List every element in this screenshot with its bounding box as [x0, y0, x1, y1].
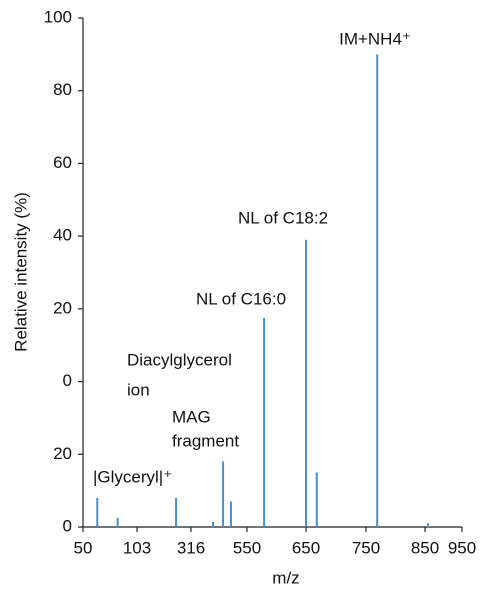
x-tick-label: 750: [352, 538, 380, 557]
x-tick-label: 103: [123, 538, 151, 557]
x-tick-label: 850: [411, 538, 439, 557]
y-tick-label: 40: [53, 226, 72, 245]
y-tick-label: 0: [63, 516, 72, 535]
x-tick-label: 650: [292, 538, 320, 557]
y-tick-label: 20: [53, 444, 72, 463]
annotation: MAG: [172, 407, 211, 426]
y-tick-label: 100: [44, 7, 72, 26]
annotation: IM+NH4⁺: [339, 29, 411, 48]
x-tick-label: 950: [448, 538, 476, 557]
annotation: fragment: [172, 431, 239, 450]
x-tick-label: 50: [74, 538, 93, 557]
annotation: NL of C16:0: [196, 289, 286, 308]
annotation: Diacylglycerol: [127, 350, 232, 369]
y-axis-label: Relative intensity (%): [11, 192, 30, 352]
x-tick-label: 550: [233, 538, 261, 557]
x-axis-label: m/z: [272, 568, 299, 587]
y-tick-label: 20: [53, 298, 72, 317]
x-tick-label: 316: [177, 538, 205, 557]
y-tick-label: 60: [53, 153, 72, 172]
annotation: NL of C18:2: [238, 208, 328, 227]
y-tick-label: 80: [53, 80, 72, 99]
annotation: ion: [127, 380, 150, 399]
annotation: |Glyceryl|⁺: [93, 467, 172, 486]
y-tick-label: 0: [63, 371, 72, 390]
